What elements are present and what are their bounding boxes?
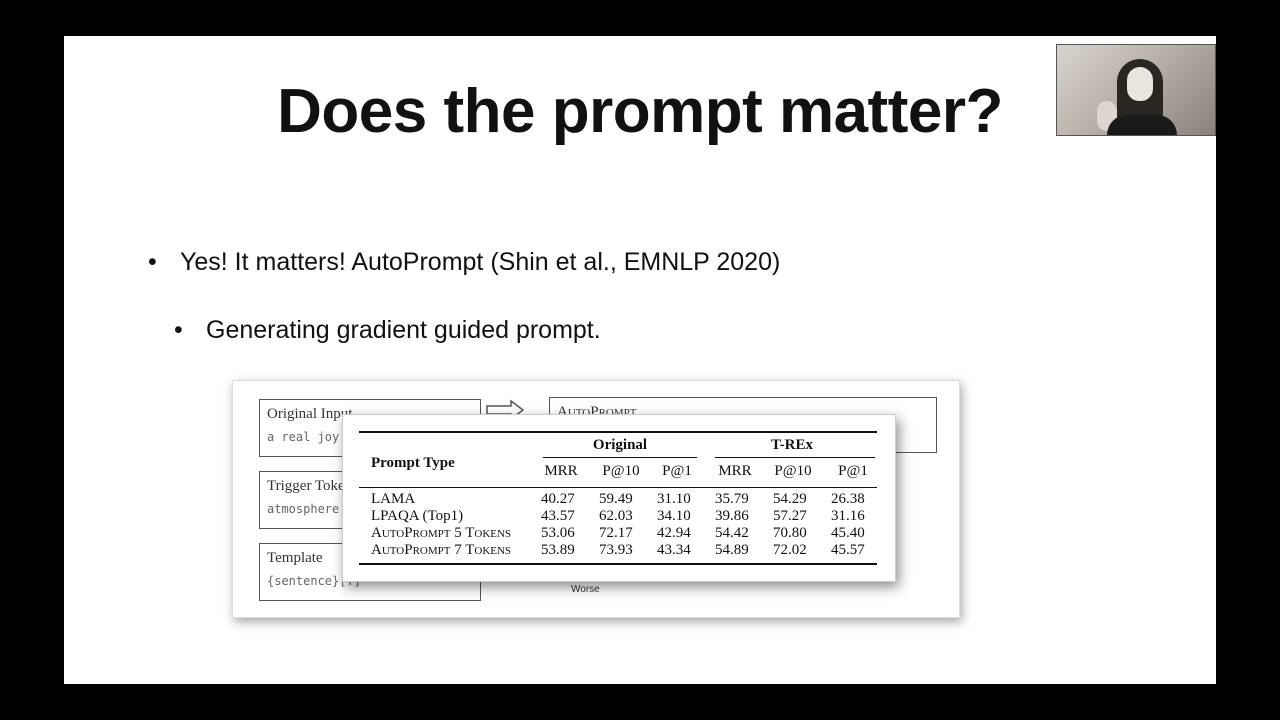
worse-label: Worse <box>571 584 600 595</box>
slide: Does the prompt matter? • Yes! It matters… <box>64 36 1216 684</box>
bullet-level-2: • Generating gradient guided prompt. <box>174 316 601 345</box>
table-cell: 45.40 <box>831 525 865 541</box>
table-cell: 73.93 <box>599 542 633 558</box>
figure-box-label: Template <box>267 550 323 566</box>
table-row-label: LAMA <box>371 491 416 507</box>
table-group-trex: T-REx <box>771 437 813 453</box>
table-cell: 70.80 <box>773 525 807 541</box>
bullet-dot-icon: • <box>148 248 157 276</box>
table-cell: 72.02 <box>773 542 807 558</box>
table-cell: 43.34 <box>657 542 691 558</box>
figure-box-sub: a real joy. <box>267 430 347 444</box>
table-cell: 57.27 <box>773 508 807 524</box>
bullet-level-1: • Yes! It matters! AutoPrompt (Shin et al… <box>148 248 780 277</box>
table-cell: 54.29 <box>773 491 807 507</box>
table-cell: 40.27 <box>541 491 575 507</box>
table-cell: 31.10 <box>657 491 691 507</box>
figure-box-label: Original Input <box>267 406 353 422</box>
table-row-label: AutoPrompt 5 Tokens <box>371 525 512 541</box>
table-cell: 54.42 <box>715 525 749 541</box>
bullet-text: Generating gradient guided prompt. <box>206 316 601 344</box>
table-cell: 53.89 <box>541 542 575 558</box>
table-cell: 45.57 <box>831 542 865 558</box>
results-table: Prompt Type Original T-REx MRR P@10 P@1 … <box>342 414 896 582</box>
table-cell: 42.94 <box>657 525 691 541</box>
webcam-person-face <box>1127 67 1153 101</box>
table-group-underline <box>543 457 697 458</box>
table-column-header: MRR <box>718 463 752 479</box>
table-cell: 43.57 <box>541 508 575 524</box>
table-column-header: P@10 <box>602 463 640 479</box>
table-cell: 59.49 <box>599 491 633 507</box>
slide-title: Does the prompt matter? <box>277 77 1003 146</box>
table-cell: 31.16 <box>831 508 865 524</box>
bullet-dot-icon: • <box>174 316 183 344</box>
table-row-header: Prompt Type <box>371 455 455 471</box>
figure-box-label: Trigger Toke <box>267 478 345 494</box>
figure-box-sub: atmosphere, a <box>267 502 361 516</box>
table-cell: 39.86 <box>715 508 749 524</box>
table-cell: 35.79 <box>715 491 749 507</box>
table-cell: 54.89 <box>715 542 749 558</box>
table-column-header: P@1 <box>838 463 868 479</box>
table-cell: 72.17 <box>599 525 633 541</box>
table-cell: 62.03 <box>599 508 633 524</box>
table-cell: 53.06 <box>541 525 575 541</box>
table-row-label: LPAQA (Top1) <box>371 508 464 524</box>
table-cell: 26.38 <box>831 491 865 507</box>
figure-box-sub: {sentence}[T] <box>267 574 361 588</box>
table-group-original: Original <box>592 437 648 453</box>
table-top-rule <box>359 431 877 433</box>
table-group-underline <box>715 457 875 458</box>
table-column-header: P@10 <box>774 463 812 479</box>
webcam-person-body <box>1107 115 1177 135</box>
webcam-video-thumbnail <box>1056 44 1216 136</box>
table-mid-rule <box>359 487 877 488</box>
bullet-text: Yes! It matters! AutoPrompt (Shin et al.… <box>180 248 781 276</box>
table-column-header: MRR <box>544 463 578 479</box>
table-bottom-rule <box>359 563 877 565</box>
table-column-header: P@1 <box>662 463 692 479</box>
table-cell: 34.10 <box>657 508 691 524</box>
table-row-label: AutoPrompt 7 Tokens <box>371 542 512 558</box>
